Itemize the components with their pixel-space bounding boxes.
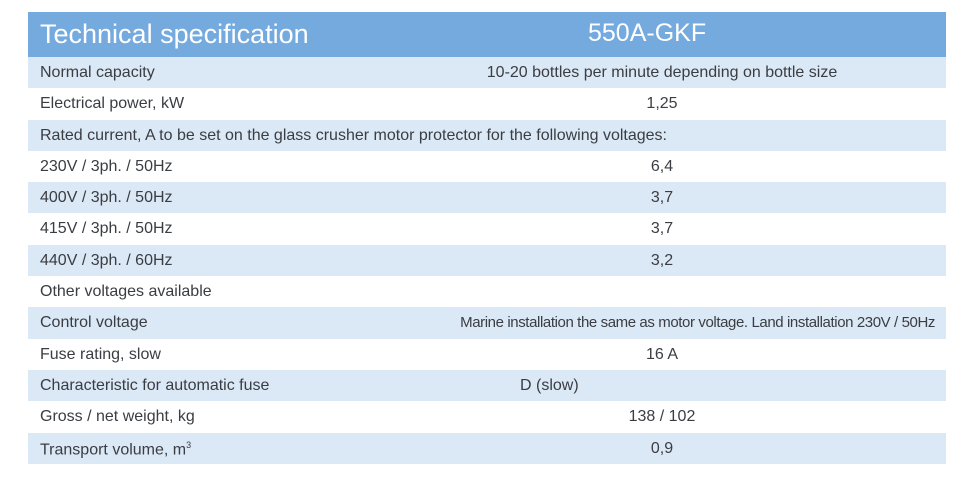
row-label: Electrical power, kW xyxy=(40,95,185,113)
table-row: Gross / net weight, kg 138 / 102 xyxy=(28,401,946,433)
row-value: 1,25 xyxy=(646,95,678,113)
model-name: 550A-GKF xyxy=(588,19,707,47)
table-row: Electrical power, kW 1,25 xyxy=(28,88,946,120)
row-label: Control voltage xyxy=(40,314,148,332)
row-label: Transport volume, m3 xyxy=(40,440,191,459)
row-label: 230V / 3ph. / 50Hz xyxy=(40,157,173,175)
row-value: 3,7 xyxy=(650,220,674,238)
row-value: 0,9 xyxy=(650,439,674,457)
row-label: 415V / 3ph. / 50Hz xyxy=(40,220,173,238)
row-value: 16 A xyxy=(645,345,679,363)
table-row: Normal capacity 10-20 bottles per minute… xyxy=(28,57,946,89)
row-label: Fuse rating, slow xyxy=(40,345,161,363)
row-label: Normal capacity xyxy=(40,64,155,81)
table-row: 400V / 3ph. / 50Hz 3,7 xyxy=(28,182,946,214)
row-label: Other voltages available xyxy=(40,283,212,301)
table-row: Other voltages available xyxy=(28,276,946,308)
row-value: D (slow) xyxy=(520,376,579,394)
table-row: Control voltage Marine installation the … xyxy=(28,307,946,339)
row-label: Rated current, A to be set on the glass … xyxy=(40,126,667,144)
table-row: Characteristic for automatic fuse D (slo… xyxy=(28,369,946,402)
table-row: Fuse rating, slow 16 A xyxy=(28,338,946,370)
table-row: Rated current, A to be set on the glass … xyxy=(28,119,946,151)
row-label: Gross / net weight, kg xyxy=(40,408,195,426)
table-title: Technical specification xyxy=(40,19,309,49)
row-label: 440V / 3ph. / 60Hz xyxy=(40,251,173,269)
table-row: 415V / 3ph. / 50Hz 3,7 xyxy=(28,213,946,245)
row-value: 138 / 102 xyxy=(628,408,696,426)
row-label-text: Transport volume, m xyxy=(40,440,187,458)
row-value: 10-20 bottles per minute depending on bo… xyxy=(486,64,838,81)
row-value: 6,4 xyxy=(650,157,674,175)
superscript-3: 3 xyxy=(186,439,192,450)
table-row: 440V / 3ph. / 60Hz 3,2 xyxy=(28,244,946,277)
table-header: Technical specification 550A-GKF xyxy=(28,12,946,57)
row-value: 3,2 xyxy=(650,251,674,269)
row-value: 3,7 xyxy=(650,189,674,207)
spec-table: Technical specification 550A-GKF Normal … xyxy=(28,12,946,464)
row-label: Characteristic for automatic fuse xyxy=(40,376,270,394)
table-row: Transport volume, m3 0,9 xyxy=(28,432,946,464)
row-label: 400V / 3ph. / 50Hz xyxy=(40,189,173,207)
row-value: Marine installation the same as motor vo… xyxy=(460,314,935,332)
table-row: 230V / 3ph. / 50Hz 6,4 xyxy=(28,150,946,183)
